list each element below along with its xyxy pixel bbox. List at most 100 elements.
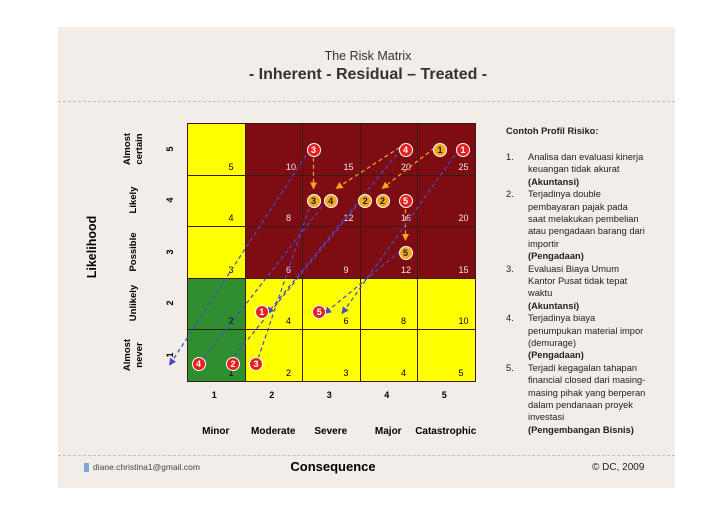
cell-score: 15: [458, 264, 469, 275]
consequence-label: Minor: [202, 426, 230, 437]
cell-score: 3: [343, 367, 349, 378]
matrix-cell: [359, 329, 418, 382]
risk-item-text: Evaluasi Biaya Umum: [528, 263, 619, 274]
risk-item-text: financial closed dari masing-: [528, 375, 646, 386]
risk-item-text: penumpukan material impor: [528, 325, 644, 336]
risk-item-owner: (Akuntansi): [528, 300, 580, 311]
cell-score: 15: [343, 161, 354, 172]
risk-item-text: Terjadinya biaya: [528, 313, 596, 324]
risk-item-text: Kantor Pusat tidak tepat: [528, 276, 628, 286]
cell-score: 3: [228, 264, 234, 275]
risk-profile-heading: Contoh Profil Risiko:: [506, 126, 599, 136]
cell-score: 8: [401, 316, 407, 326]
treated-risk-marker: 1: [433, 142, 447, 157]
likelihood-label: Almost certain: [122, 132, 145, 165]
consequence-label: Major: [374, 426, 402, 437]
risk-item-text: waktu: [528, 288, 553, 299]
footer-email-text: diane.christina1@gmail.com: [93, 462, 200, 472]
cell-score: 2: [286, 367, 292, 378]
cell-score: 12: [401, 264, 412, 275]
cell-score: 6: [343, 316, 349, 326]
likelihood-number: 1: [165, 352, 175, 358]
consequence-number: 2: [269, 390, 275, 400]
residual-risk-marker: 1: [254, 305, 269, 320]
treated-risk-marker: 5: [398, 245, 413, 260]
cell-score: 25: [458, 161, 469, 172]
top-divider: [58, 101, 675, 102]
likelihood-number: 5: [165, 146, 175, 152]
likelihood-label: Possible: [128, 232, 139, 272]
risk-item-text: Terjadinya double: [528, 189, 601, 200]
matrix-cell: [302, 226, 361, 279]
matrix-cell: [187, 226, 246, 279]
consequence-label: Moderate: [251, 426, 296, 437]
matrix-cell: [244, 277, 303, 330]
risk-item-number: 5.: [506, 362, 514, 373]
cell-score: 1: [228, 367, 234, 378]
inherent-risk-marker: 3: [306, 142, 321, 157]
risk-item-number: 2.: [506, 189, 514, 200]
treated-risk-marker: 4: [323, 194, 338, 209]
risk-item-text: pembayaran pajak pada: [528, 201, 628, 212]
matrix-cell: [302, 329, 361, 382]
risk-item-text: atau pengadaan barang dari: [528, 226, 645, 237]
likelihood-label: Likely: [128, 186, 139, 214]
matrix-cell: [302, 277, 361, 330]
risk-item-text: Analisa dan evaluasi kinerja: [528, 152, 644, 162]
matrix-cell: [187, 329, 246, 382]
cell-score: 20: [458, 213, 469, 223]
bottom-divider: [58, 455, 675, 456]
residual-risk-marker: 5: [398, 194, 413, 209]
risk-item-text: masing pihak yang berperan: [528, 387, 646, 398]
residual-risk-marker: 3: [249, 356, 263, 371]
cell-score: 2: [228, 316, 234, 326]
cell-score: 10: [286, 161, 297, 172]
cell-score: 4: [286, 316, 292, 326]
inherent-risk-marker: 1: [456, 142, 470, 157]
consequence-axis-label: Consequence: [290, 459, 376, 474]
likelihood-number: 2: [165, 300, 175, 306]
treated-risk-marker: 3: [306, 194, 321, 209]
risk-item-owner: (Pengadaan): [528, 350, 584, 361]
likelihood-number: 3: [165, 249, 175, 255]
likelihood-label: Almost never: [122, 338, 145, 371]
slide-title: The Risk Matrix: [324, 49, 412, 63]
footer-email: diane.christina1@gmail.com: [84, 462, 200, 473]
consequence-number: 3: [326, 390, 332, 400]
likelihood-label: Unlikely: [128, 285, 139, 322]
consequence-number: 4: [384, 390, 390, 400]
likelihood-axis-label: Likelihood: [85, 215, 99, 279]
cell-score: 9: [343, 264, 349, 275]
consequence-label: Catastrophic: [415, 426, 477, 437]
matrix-cell: [244, 174, 303, 227]
cell-score: 4: [401, 367, 407, 378]
risk-item-number: 4.: [506, 313, 514, 324]
matrix-cell: [187, 277, 246, 330]
treated-risk-marker: 2: [375, 194, 390, 209]
matrix-cell: [359, 277, 418, 330]
consequence-label: Severe: [314, 426, 348, 437]
risk-item-number: 1.: [506, 152, 514, 162]
cell-score: 16: [401, 213, 412, 223]
likelihood-number: 4: [165, 197, 175, 203]
matrix-cell: [417, 329, 476, 382]
cell-score: 4: [228, 213, 234, 223]
cell-score: 20: [401, 161, 412, 172]
cell-score: 6: [286, 264, 292, 275]
cell-score: 5: [458, 367, 464, 378]
residual-risk-marker: 2: [226, 356, 240, 371]
risk-item-text: (demurage): [528, 338, 577, 348]
risk-item-owner: (Pengadaan): [528, 251, 584, 262]
treated-risk-marker: 2: [358, 194, 373, 209]
matrix-cell: [244, 226, 303, 279]
risk-item-text: importir: [528, 238, 559, 249]
consequence-number: 1: [211, 390, 217, 400]
residual-risk-marker: 5: [312, 305, 327, 320]
cell-score: 10: [458, 316, 469, 326]
cell-score: 5: [228, 161, 234, 172]
cell-score: 8: [286, 213, 292, 223]
risk-item-number: 3.: [506, 263, 514, 274]
inherent-risk-marker: 4: [398, 142, 413, 157]
matrix-cell: [187, 174, 246, 227]
residual-risk-marker: 4: [191, 356, 206, 371]
